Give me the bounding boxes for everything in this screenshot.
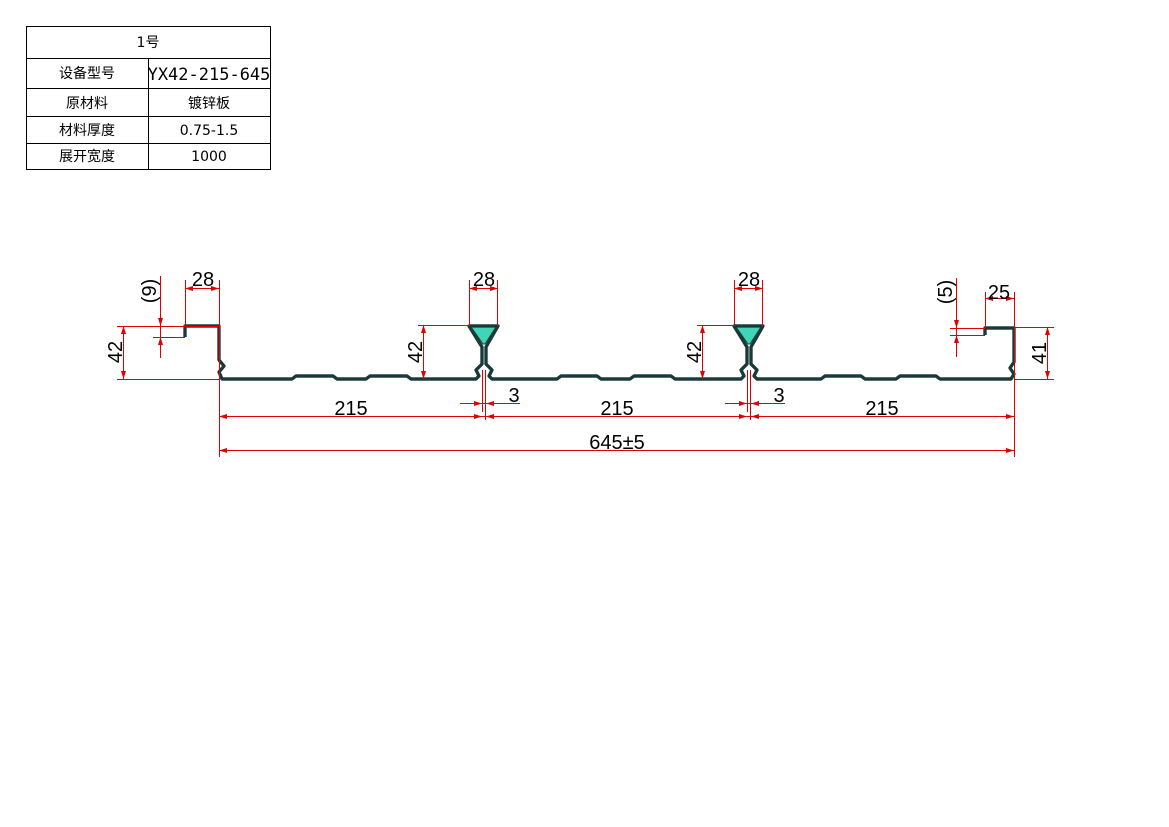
dim-overall-width: 645±5 [589,432,644,454]
dim-rib1-width: 28 [473,269,495,291]
dim-rib2-width: 28 [738,269,760,291]
deck-profile [183,324,1016,381]
profile-outline [183,324,1016,381]
table-label-width: 展开宽度 [59,148,115,165]
dim-pitch-3: 215 [865,398,898,420]
dim-right-height: 41 [1029,342,1051,364]
table-value-model: YX42-215-645 [148,65,271,85]
table-value-thickness: 0.75-1.5 [180,123,239,139]
dim-rib2-height: 42 [684,341,706,363]
table-title: 1号 [137,35,160,51]
dim-rib1-gap: 3 [508,385,519,407]
dim-left-height: 42 [105,341,127,363]
dim-pitch-1: 215 [334,398,367,420]
dim-left-lip-width: 28 [192,269,214,291]
table-label-thickness: 材料厚度 [59,123,115,139]
dimension-lines [117,276,1054,457]
dim-right-lip-depth: (5) [935,280,957,304]
dimension-labels: 28 (9) 42 28 42 3 28 42 3 25 (5) 41 215 … [105,269,1051,454]
dim-rib2-gap: 3 [773,385,784,407]
dim-pitch-2: 215 [600,398,633,420]
table-label-material: 原材料 [66,96,108,112]
dim-rib1-height: 42 [405,341,427,363]
table-value-material: 镀锌板 [188,95,230,112]
spec-table: 1号 设备型号 YX42-215-645 原材料 镀锌板 材料厚度 0.75-1… [26,26,271,170]
table-value-width: 1000 [191,149,227,165]
table-label-model: 设备型号 [59,65,115,82]
dim-left-lip-depth: (9) [139,279,161,303]
dim-right-lip-width: 25 [988,282,1010,304]
